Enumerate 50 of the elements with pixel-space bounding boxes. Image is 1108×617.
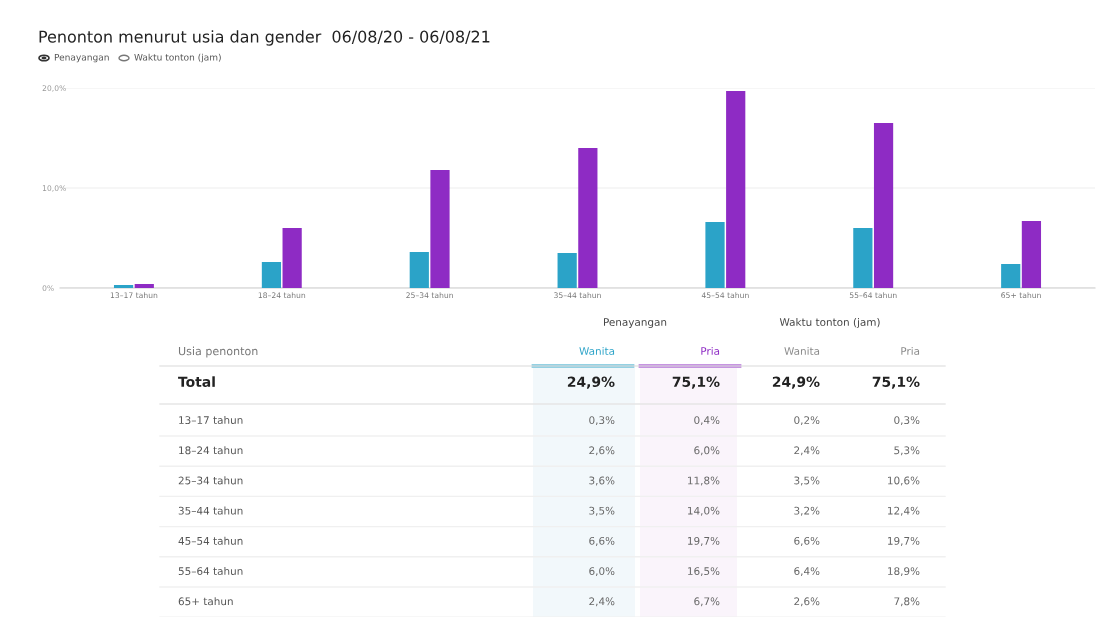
text: 3,6% bbox=[589, 476, 615, 486]
text: 24,9% bbox=[772, 376, 820, 389]
category-label: 18–24 tahun bbox=[179, 446, 243, 455]
text: Waktu tonton (jam) bbox=[779, 317, 880, 329]
text: Penayangan bbox=[604, 318, 667, 329]
text: Penayangan bbox=[54, 53, 109, 63]
category-label: 55–64 tahun bbox=[178, 566, 243, 576]
text: 0,3% bbox=[589, 416, 615, 426]
text: 16,5% bbox=[688, 567, 720, 577]
text: 10,6% bbox=[888, 476, 920, 486]
category-label: 65+ tahun bbox=[178, 597, 233, 606]
category-label: 13–17 tahun bbox=[179, 415, 243, 425]
chart-title: Penonton menurut usia dan gender 06/08/20 - 06/08/21 bbox=[39, 30, 490, 46]
text: 12,4% bbox=[888, 506, 920, 516]
text: Total bbox=[178, 376, 215, 388]
category-label: 35–44 tahun bbox=[178, 506, 243, 515]
text: 75,1% bbox=[872, 376, 920, 389]
text: 2,4% bbox=[794, 446, 820, 456]
text: Waktu tonton (jam) bbox=[134, 53, 221, 63]
text: 6,6% bbox=[589, 536, 615, 546]
text: Usia penonton bbox=[178, 346, 258, 358]
text: 0,2% bbox=[794, 416, 820, 426]
text: 6,0% bbox=[589, 567, 615, 577]
text: 2,6% bbox=[794, 597, 820, 607]
text: 2,6% bbox=[589, 446, 615, 456]
text: 18,9% bbox=[888, 567, 920, 577]
text: 6,4% bbox=[794, 567, 820, 577]
text: 0,3% bbox=[894, 416, 920, 426]
text: 19,7% bbox=[688, 536, 720, 546]
text: 6,0% bbox=[694, 446, 720, 456]
text: 14,0% bbox=[688, 506, 720, 516]
text: 3,5% bbox=[794, 476, 820, 486]
text: Pria bbox=[901, 346, 920, 356]
text: 2,4% bbox=[589, 597, 615, 607]
category-label: 25–34 tahun bbox=[178, 476, 243, 485]
text: Pria bbox=[701, 346, 720, 356]
text: 7,8% bbox=[894, 597, 920, 607]
text: 6,7% bbox=[694, 597, 720, 607]
text: 24,9% bbox=[567, 376, 615, 389]
text: 3,5% bbox=[589, 506, 615, 516]
text: Wanita bbox=[784, 346, 820, 356]
text: 6,6% bbox=[794, 536, 820, 546]
text: 0,4% bbox=[694, 416, 720, 426]
text: 5,3% bbox=[894, 446, 920, 456]
text: 19,7% bbox=[888, 536, 920, 546]
text: 3,2% bbox=[794, 506, 820, 516]
text: Wanita bbox=[579, 346, 615, 356]
text: 75,1% bbox=[672, 376, 720, 389]
category-label: 45–54 tahun bbox=[178, 536, 243, 545]
text: 11,8% bbox=[688, 476, 720, 486]
